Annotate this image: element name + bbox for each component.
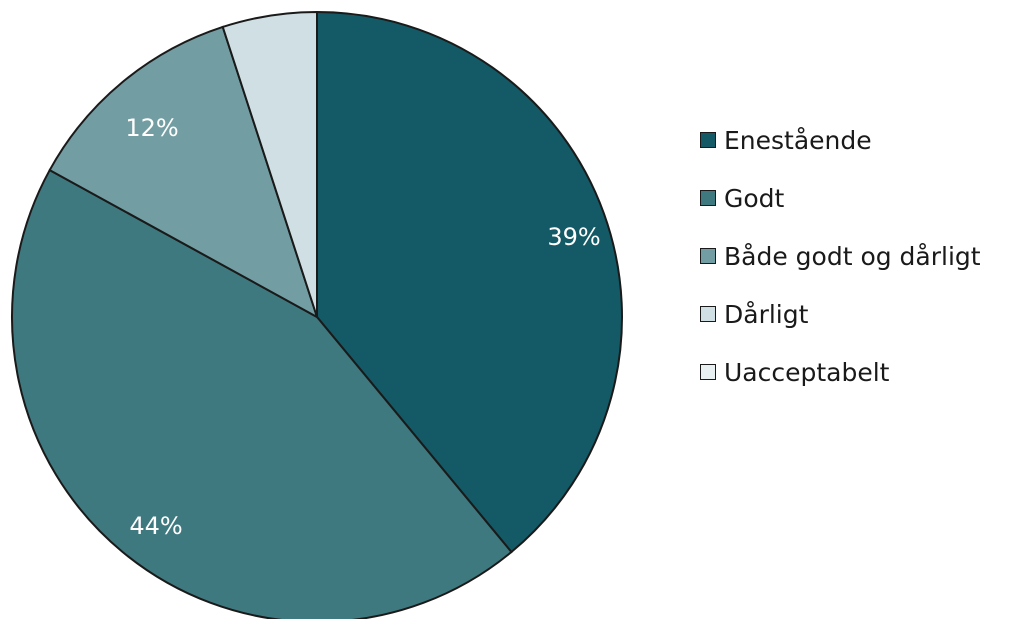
legend-swatch bbox=[700, 364, 716, 380]
legend-label: Både godt og dårligt bbox=[724, 241, 981, 271]
legend-item-3: Både godt og dårligt bbox=[700, 216, 981, 296]
pie-slice-2 bbox=[11, 168, 513, 619]
legend-swatch bbox=[700, 306, 716, 322]
data-label-3: 12% bbox=[125, 114, 178, 142]
data-label-2: 44% bbox=[129, 512, 182, 540]
pie-chart: 39% 44% 12% bbox=[11, 10, 623, 619]
pie-slice-4 bbox=[221, 10, 318, 318]
legend-item-2: Godt bbox=[700, 158, 981, 238]
legend-label: Enestående bbox=[724, 125, 872, 155]
legend-label: Godt bbox=[724, 183, 785, 213]
pie-slice-3 bbox=[48, 25, 319, 320]
legend-label: Dårligt bbox=[724, 299, 809, 329]
legend-item-5: Uacceptabelt bbox=[700, 332, 981, 412]
legend-label: Uacceptabelt bbox=[724, 357, 890, 387]
legend-swatch bbox=[700, 190, 716, 206]
data-label-1: 39% bbox=[547, 223, 600, 251]
legend-swatch bbox=[700, 248, 716, 264]
legend: Enestående Godt Både godt og dårligt Dårlig… bbox=[700, 100, 981, 412]
legend-item-4: Dårligt bbox=[700, 274, 981, 354]
legend-item-1: Enestående bbox=[700, 100, 981, 180]
legend-swatch bbox=[700, 132, 716, 148]
pie-slice-1 bbox=[316, 10, 623, 554]
